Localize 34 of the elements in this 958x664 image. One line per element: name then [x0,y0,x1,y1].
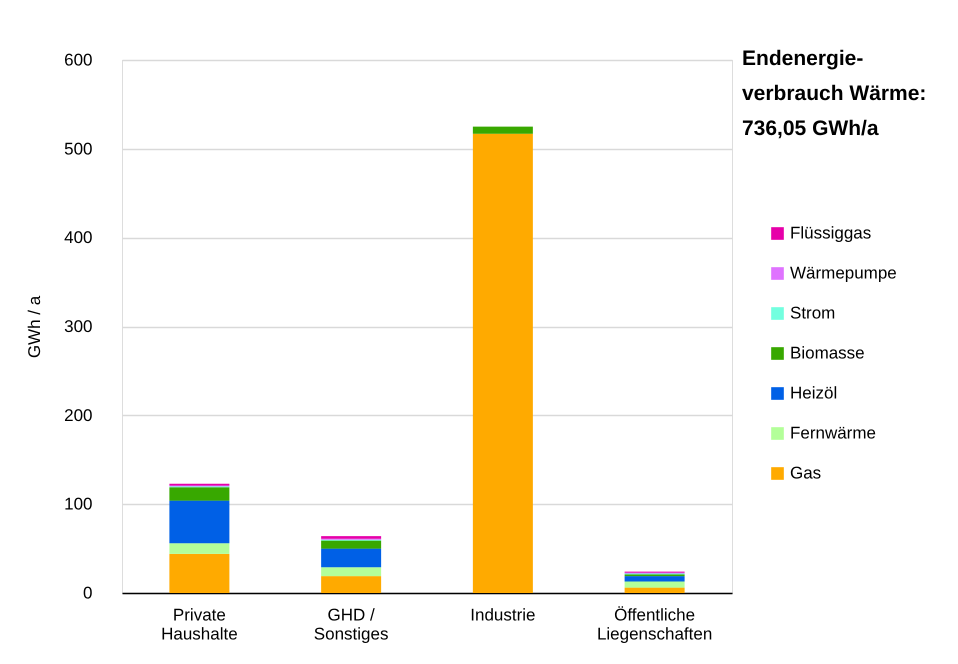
y-tick-label: 300 [64,317,92,336]
bar [321,576,382,593]
legend-label: Flüssiggas [790,224,872,242]
legend-label: Strom [790,304,836,322]
y-tick-label: 200 [64,406,92,425]
legend-label: Fernwärme [790,424,876,442]
bar [624,588,685,593]
y-tick-label: 100 [64,494,92,514]
legend-label: Heizöl [790,384,838,402]
bar [169,500,230,544]
legend-label: Gas [790,464,822,482]
x-tick-label: Private Haushalte [161,606,238,644]
bar [321,548,382,568]
bar [169,487,230,501]
y-axis-title: GWh / a [25,295,44,358]
bar [169,543,230,554]
x-tick-label: GHD / Sonstiges [314,606,388,644]
legend-label: Wärmepumpe [790,264,897,282]
bar [321,567,382,576]
bar [472,134,533,593]
bar [169,554,230,593]
bar [472,126,533,134]
legend-label: Biomasse [790,344,865,362]
text: Endenergie-verbrauch Wärme: 736,05 GWh/a [742,47,926,140]
bar [321,540,382,549]
y-tick-label: 400 [64,228,92,248]
x-tick-label: Industrie [470,606,536,624]
y-tick-label: 0 [83,584,92,602]
bar [321,536,382,539]
bar [624,581,685,588]
bar [624,576,685,582]
y-tick-label: 500 [64,139,92,158]
y-tick-label: 600 [64,50,92,70]
x-tick-label: Öffentliche Liegenschaften [596,606,712,644]
